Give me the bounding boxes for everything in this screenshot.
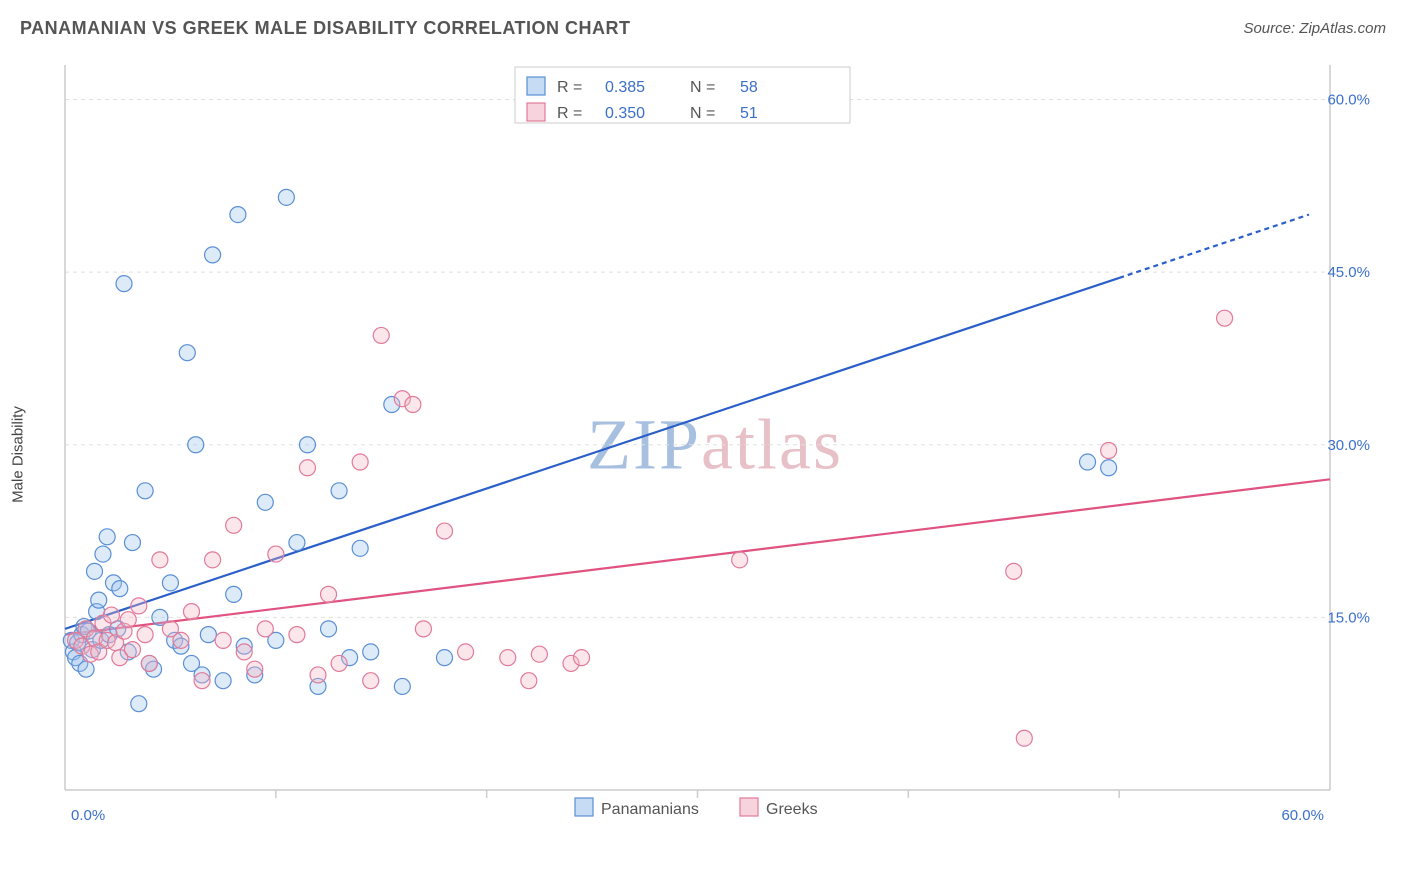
svg-text:Panamanians: Panamanians [601,801,699,818]
chart-header: PANAMANIAN VS GREEK MALE DISABILITY CORR… [20,18,1386,39]
svg-text:45.0%: 45.0% [1327,264,1370,281]
scatter-chart: ZIPatlas 0.0%60.0%15.0%30.0%45.0%60.0%R … [55,55,1375,835]
svg-text:N =: N = [690,105,715,122]
svg-text:60.0%: 60.0% [1327,92,1370,109]
svg-text:0.385: 0.385 [605,79,645,96]
chart-svg: 0.0% 60.0% 15.0% 30.0% 45.0% 60.0% R = 0.385 N =… [55,55,1375,835]
svg-text:R =: R = [557,79,582,96]
source-attribution: Source: ZipAtlas.com [1243,20,1386,37]
svg-text:30.0%: 30.0% [1327,437,1370,454]
svg-text:N =: N = [690,79,715,96]
chart-title: PANAMANIAN VS GREEK MALE DISABILITY CORR… [20,18,631,39]
y-axis-label: Male Disability [10,406,27,503]
svg-text:R =: R = [557,105,582,122]
svg-text:60.0%: 60.0% [1281,807,1324,824]
svg-text:15.0%: 15.0% [1327,609,1370,626]
svg-text:51: 51 [740,105,758,122]
svg-text:0.350: 0.350 [605,105,645,122]
svg-text:58: 58 [740,79,758,96]
svg-text:0.0%: 0.0% [71,807,105,824]
svg-text:Greeks: Greeks [766,801,818,818]
